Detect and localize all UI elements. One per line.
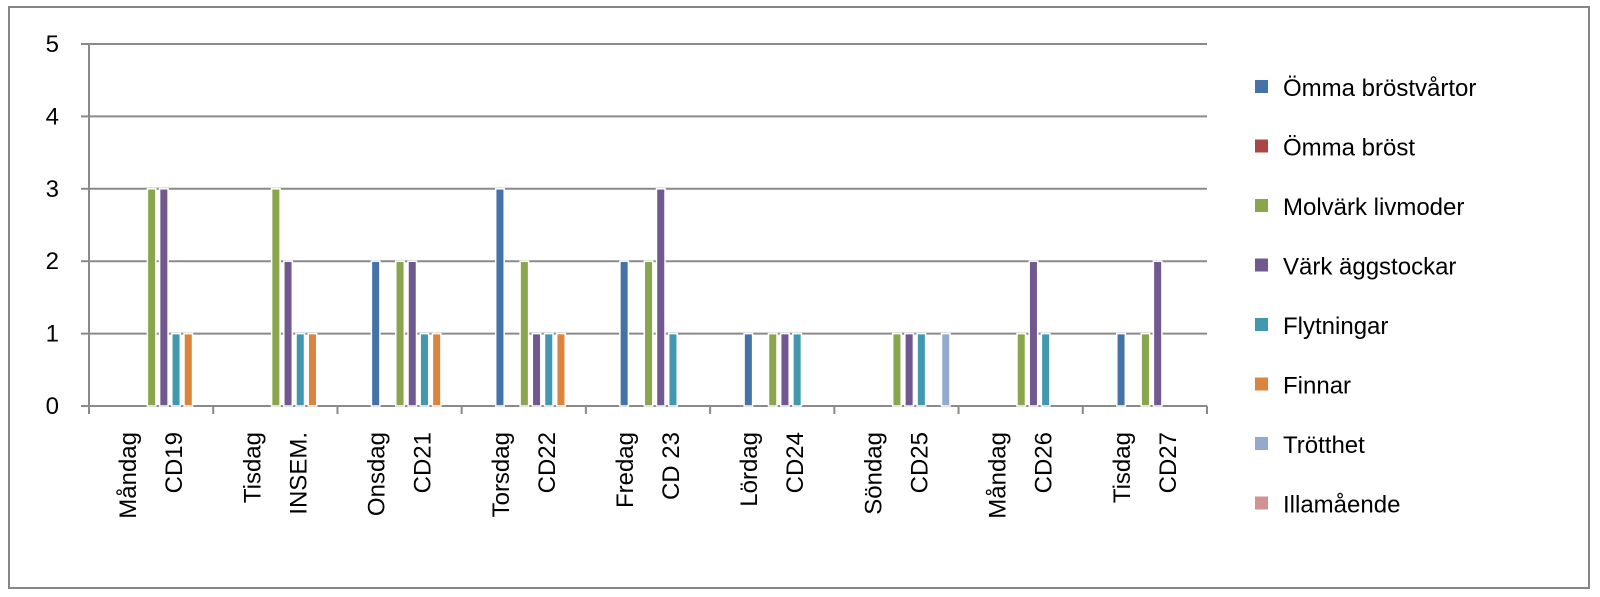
legend-label-illamaende: Illamående	[1283, 492, 1400, 519]
legend-swatch-molvark-livmoder	[1255, 199, 1268, 212]
y-tick-label-2: 2	[46, 248, 59, 275]
legend-label-finnar: Finnar	[1283, 373, 1351, 400]
legend-label-vark-aggstockar: Värk äggstockar	[1283, 254, 1456, 281]
category-label-8-line-1: Måndag	[985, 432, 1012, 519]
y-tick-label-3: 3	[46, 176, 59, 203]
bar-finnar-3	[431, 332, 442, 407]
bar-molvark-livmoder-5	[643, 260, 654, 407]
bar-flytningar-1	[171, 332, 182, 407]
bar-flytningar-3	[419, 332, 430, 407]
bar-flytningar-4	[543, 332, 554, 407]
bar-molvark-livmoder-7	[891, 332, 902, 407]
category-label-1-line-1: Måndag	[115, 432, 142, 519]
category-label-4-line-1: Torsdag	[488, 432, 515, 517]
bar-molvark-livmoder-1	[146, 188, 157, 407]
y-tick-label-1: 1	[46, 321, 59, 348]
category-label-7-line-2: CD25	[906, 432, 933, 493]
bar-flytningar-7	[916, 332, 927, 407]
y-tick-label-0: 0	[46, 393, 59, 420]
bar-flytningar-5	[667, 332, 678, 407]
bar-omma-brostvartor-5	[619, 260, 630, 407]
category-label-3-line-1: Onsdag	[364, 432, 391, 516]
legend-swatch-omma-brost	[1255, 139, 1268, 153]
category-label-9-line-1: Tisdag	[1109, 432, 1136, 503]
category-label-1-line-2: CD19	[161, 432, 188, 493]
bar-omma-brostvartor-9	[1116, 332, 1127, 407]
y-tick-label-4: 4	[46, 103, 59, 130]
bar-vark-aggstockar-6	[779, 332, 790, 407]
category-label-4-line-2: CD22	[534, 432, 561, 493]
bar-vark-aggstockar-7	[904, 332, 915, 407]
legend-swatch-flytningar	[1255, 318, 1268, 331]
legend-swatch-vark-aggstockar	[1255, 258, 1268, 272]
bar-molvark-livmoder-6	[767, 332, 778, 407]
bar-vark-aggstockar-9	[1152, 260, 1163, 407]
category-label-3-line-2: CD21	[410, 432, 437, 493]
category-label-5-line-1: Fredag	[612, 432, 639, 508]
legend-label-omma-brostvartor: Ömma bröstvårtor	[1283, 75, 1476, 102]
legend-label-molvark-livmoder: Molvärk livmoder	[1283, 194, 1464, 221]
bar-molvark-livmoder-4	[519, 260, 530, 407]
bar-molvark-livmoder-3	[395, 260, 406, 407]
legend-label-omma-brost: Ömma bröst	[1283, 135, 1415, 162]
bar-vark-aggstockar-5	[655, 188, 666, 407]
legend-label-trotthet: Trötthet	[1283, 432, 1365, 459]
bar-omma-brostvartor-4	[494, 188, 505, 407]
legend-swatch-illamaende	[1255, 496, 1268, 510]
category-label-2-line-2: INSEM.	[285, 432, 312, 515]
bar-finnar-2	[307, 332, 318, 407]
bar-vark-aggstockar-2	[283, 260, 294, 407]
bar-vark-aggstockar-1	[158, 188, 169, 407]
bar-finnar-4	[555, 332, 566, 407]
category-label-2-line-1: Tisdag	[239, 432, 266, 503]
bar-vark-aggstockar-8	[1028, 260, 1039, 407]
bar-molvark-livmoder-2	[270, 188, 281, 407]
category-label-6-line-1: Lördag	[736, 432, 763, 507]
bar-molvark-livmoder-8	[1016, 332, 1027, 407]
bar-trotthet-7	[940, 332, 951, 407]
y-tick-label-5: 5	[46, 31, 59, 58]
bar-flytningar-8	[1040, 332, 1051, 407]
legend-swatch-trotthet	[1255, 437, 1268, 450]
legend-swatch-finnar	[1255, 377, 1268, 391]
legend-label-flytningar: Flytningar	[1283, 313, 1388, 340]
bar-omma-brostvartor-6	[743, 332, 754, 407]
bar-molvark-livmoder-9	[1140, 332, 1151, 407]
category-label-7-line-1: Söndag	[860, 432, 887, 515]
category-label-5-line-2: CD 23	[658, 432, 685, 500]
bar-vark-aggstockar-4	[531, 332, 542, 407]
bar-flytningar-6	[792, 332, 803, 407]
legend-swatch-omma-brostvartor	[1255, 80, 1268, 93]
category-label-8-line-2: CD26	[1031, 432, 1058, 493]
category-label-9-line-2: CD27	[1155, 432, 1182, 493]
bar-omma-brostvartor-3	[370, 260, 381, 407]
bar-flytningar-2	[295, 332, 306, 407]
bar-finnar-1	[183, 332, 194, 407]
bar-vark-aggstockar-3	[407, 260, 418, 407]
category-label-6-line-2: CD24	[782, 432, 809, 493]
